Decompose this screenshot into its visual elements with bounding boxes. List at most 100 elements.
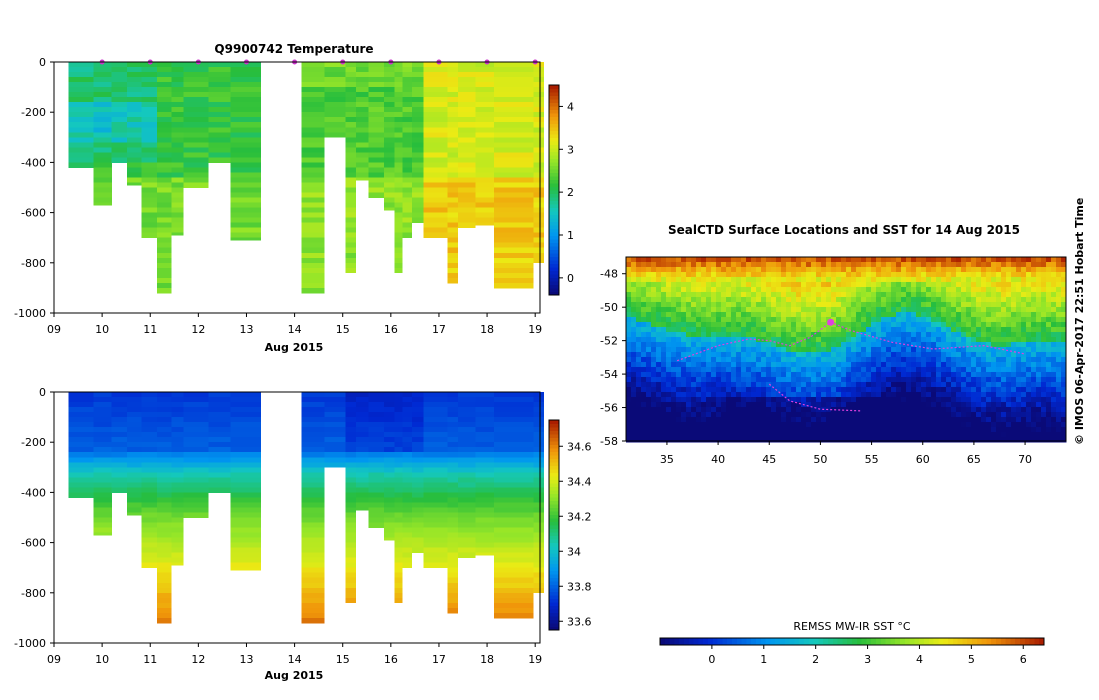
- data-cell: [493, 502, 534, 508]
- sst-cell: [901, 297, 907, 303]
- sst-cell: [901, 277, 907, 283]
- data-cell: [171, 232, 184, 236]
- sst-cell: [756, 317, 762, 323]
- data-cell: [141, 487, 157, 493]
- x-tick-label: 16: [384, 323, 398, 336]
- sst-cell: [731, 332, 737, 338]
- sst-cell: [641, 352, 647, 358]
- data-cell: [208, 102, 231, 108]
- data-cell: [156, 152, 172, 158]
- sst-cell: [626, 297, 632, 303]
- sst-cell: [941, 352, 947, 358]
- data-cell: [230, 517, 261, 523]
- sst-cell: [761, 262, 767, 268]
- sst-cell: [731, 322, 737, 328]
- sst-cell: [806, 392, 812, 398]
- data-cell: [156, 427, 172, 433]
- sst-cell: [881, 367, 887, 373]
- sst-cell: [946, 377, 952, 383]
- sst-cell: [866, 402, 872, 408]
- sst-cell: [861, 387, 867, 393]
- sst-cell: [651, 277, 657, 283]
- sst-cell: [636, 342, 642, 348]
- sst-cell: [876, 267, 882, 273]
- data-cell: [402, 512, 412, 518]
- sst-cell: [971, 352, 977, 358]
- sst-cell: [961, 297, 967, 303]
- sst-cell: [646, 342, 652, 348]
- sst-cell: [901, 407, 907, 413]
- sst-cell: [696, 277, 702, 283]
- sst-cell: [726, 357, 732, 363]
- sst-cell: [721, 427, 727, 433]
- sst-cell: [806, 327, 812, 333]
- sst-cell: [821, 332, 827, 338]
- sst-cell: [1016, 312, 1022, 318]
- sst-cell: [776, 357, 782, 363]
- sst-cell: [696, 427, 702, 433]
- sst-cell: [881, 412, 887, 418]
- colorbar-segment: [549, 490, 559, 494]
- sst-cell: [676, 372, 682, 378]
- data-cell: [356, 72, 369, 78]
- sst-cell: [636, 337, 642, 343]
- sst-cell: [641, 407, 647, 413]
- sst-cell: [736, 397, 742, 403]
- data-cell: [412, 102, 424, 108]
- sst-cell: [686, 302, 692, 308]
- sst-cell: [826, 347, 832, 353]
- data-cell: [171, 202, 184, 208]
- sst-cell: [746, 302, 752, 308]
- sst-cell: [771, 257, 777, 263]
- data-cell: [141, 137, 157, 143]
- data-cell: [301, 167, 325, 173]
- sst-cell: [811, 412, 817, 418]
- data-cell: [345, 562, 357, 569]
- data-cell: [324, 452, 346, 458]
- sst-cell: [671, 332, 677, 338]
- sst-cell: [736, 367, 742, 373]
- sst-cell: [751, 277, 757, 283]
- sst-cell: [716, 327, 722, 333]
- sst-cell: [811, 262, 817, 268]
- colorbar-segment: [549, 190, 559, 194]
- data-cell: [68, 137, 94, 143]
- sst-cell: [1001, 277, 1007, 283]
- data-cell: [412, 142, 424, 148]
- sst-cell: [846, 287, 852, 293]
- sst-cell: [636, 257, 642, 263]
- sst-cell: [731, 287, 737, 293]
- sst-cell: [871, 272, 877, 278]
- sst-cell: [1021, 322, 1027, 328]
- data-cell: [458, 522, 476, 528]
- sst-cell: [911, 427, 917, 433]
- sst-cell: [976, 287, 982, 293]
- data-cell: [93, 112, 112, 118]
- sst-cell: [676, 397, 682, 403]
- data-cell: [493, 152, 534, 158]
- sst-cell: [881, 362, 887, 368]
- sst-cell: [746, 312, 752, 318]
- data-cell: [68, 147, 94, 153]
- colorbar-segment: [549, 493, 559, 498]
- sst-cell: [851, 337, 857, 343]
- sst-cell: [1006, 322, 1012, 328]
- sst-cell: [961, 362, 967, 368]
- data-cell: [412, 197, 424, 203]
- data-cell: [93, 522, 112, 528]
- data-cell: [183, 392, 209, 398]
- sst-cell: [1016, 287, 1022, 293]
- data-cell: [156, 267, 172, 274]
- data-cell: [345, 537, 357, 543]
- sst-cell: [991, 357, 997, 363]
- sst-cell: [851, 317, 857, 323]
- sst-cell: [1016, 392, 1022, 398]
- sst-cell: [756, 377, 762, 383]
- data-cell: [493, 482, 534, 488]
- sst-cell: [721, 292, 727, 298]
- sst-cell: [661, 357, 667, 363]
- data-cell: [447, 402, 459, 408]
- sst-cell: [1016, 362, 1022, 368]
- data-cell: [141, 437, 157, 443]
- data-cell: [458, 172, 476, 178]
